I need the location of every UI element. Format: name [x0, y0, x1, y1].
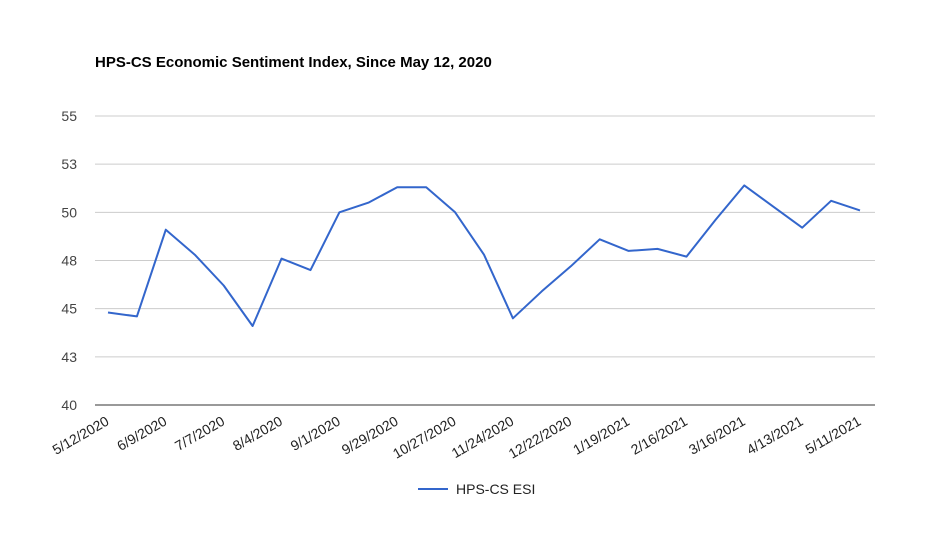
- y-axis-ticks: 55 53 50 48 45 43 40: [61, 108, 77, 413]
- data-point[interactable]: [770, 204, 776, 210]
- x-tick-label: 3/16/2021: [686, 413, 748, 458]
- data-point[interactable]: [163, 227, 169, 233]
- y-tick-label: 55: [61, 108, 77, 124]
- x-tick-label: 6/9/2020: [114, 413, 169, 454]
- y-tick-label: 50: [61, 204, 77, 220]
- legend[interactable]: HPS-CS ESI: [418, 481, 535, 497]
- y-tick-label: 48: [61, 253, 77, 269]
- x-tick-label: 10/27/2020: [390, 413, 459, 462]
- x-tick-label: 1/19/2021: [570, 413, 632, 458]
- x-tick-label: 8/4/2020: [230, 413, 285, 454]
- x-tick-label: 2/16/2021: [628, 413, 690, 458]
- data-point[interactable]: [597, 236, 603, 242]
- x-tick-label: 12/22/2020: [506, 413, 575, 462]
- data-point[interactable]: [105, 310, 111, 316]
- data-point[interactable]: [365, 200, 371, 206]
- x-tick-label: 9/1/2020: [288, 413, 343, 454]
- data-point[interactable]: [307, 267, 313, 273]
- data-point[interactable]: [336, 209, 342, 215]
- data-point[interactable]: [250, 323, 256, 329]
- data-point[interactable]: [828, 198, 834, 204]
- y-tick-label: 40: [61, 397, 77, 413]
- data-point[interactable]: [683, 254, 689, 260]
- data-point[interactable]: [568, 263, 574, 269]
- data-point[interactable]: [799, 225, 805, 231]
- chart-title: HPS-CS Economic Sentiment Index, Since M…: [95, 54, 492, 71]
- series-layer: [105, 182, 863, 329]
- y-tick-label: 43: [61, 349, 77, 365]
- y-tick-label: 45: [61, 301, 77, 317]
- x-tick-label: 7/7/2020: [172, 413, 227, 454]
- legend-label: HPS-CS ESI: [456, 481, 535, 497]
- x-tick-label: 11/24/2020: [449, 413, 517, 461]
- data-point[interactable]: [539, 288, 545, 294]
- data-point[interactable]: [423, 184, 429, 190]
- x-tick-label: 4/13/2021: [744, 413, 806, 458]
- data-point[interactable]: [134, 313, 140, 319]
- data-point[interactable]: [192, 252, 198, 258]
- data-point[interactable]: [655, 246, 661, 252]
- y-tick-label: 53: [61, 156, 77, 172]
- data-point[interactable]: [741, 182, 747, 188]
- series-line-hps-cs-esi[interactable]: [107, 184, 861, 327]
- data-point[interactable]: [857, 207, 863, 213]
- data-point[interactable]: [221, 283, 227, 289]
- data-point[interactable]: [510, 315, 516, 321]
- gridlines: [95, 115, 875, 406]
- data-point[interactable]: [712, 217, 718, 223]
- data-point[interactable]: [481, 252, 487, 258]
- data-point[interactable]: [394, 184, 400, 190]
- data-point[interactable]: [279, 256, 285, 262]
- data-point[interactable]: [452, 209, 458, 215]
- data-point[interactable]: [626, 248, 632, 254]
- x-tick-label: 5/11/2021: [802, 413, 863, 458]
- x-tick-label: 5/12/2020: [50, 413, 112, 458]
- x-axis-ticks: 5/12/2020 6/9/2020 7/7/2020 8/4/2020 9/1/202…: [50, 413, 864, 462]
